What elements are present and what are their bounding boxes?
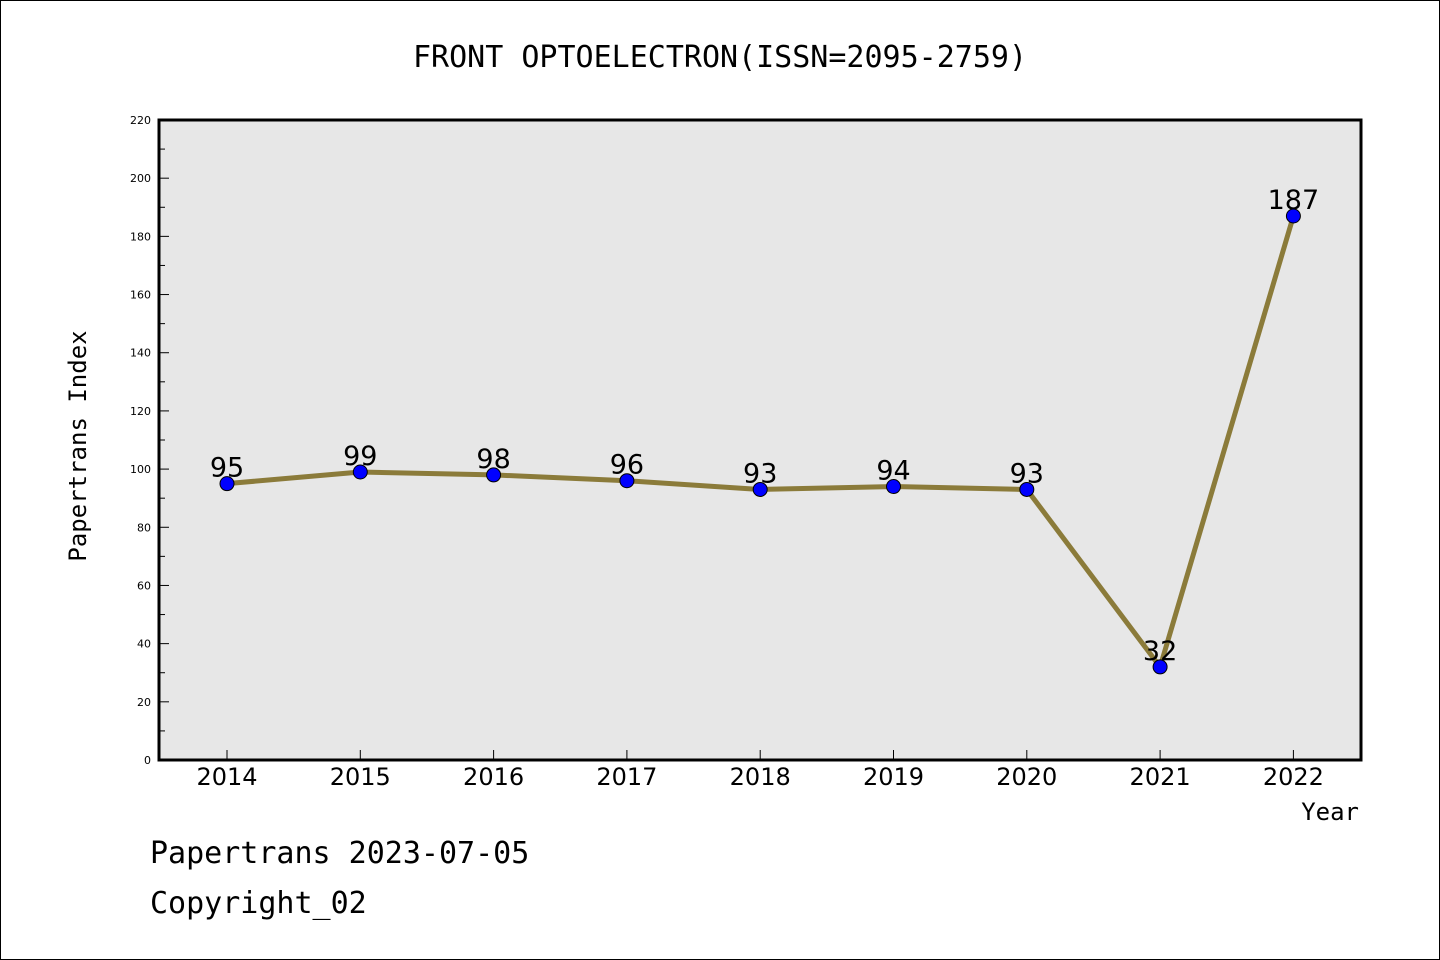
x-axis-label: Year: [1301, 798, 1359, 826]
footer-copyright: Copyright_02: [150, 886, 367, 921]
x-tick-label: 2017: [596, 763, 657, 791]
data-point: [219, 476, 235, 492]
data-point: [1285, 208, 1301, 224]
data-point: [619, 473, 635, 489]
x-tick-label: 2018: [730, 763, 791, 791]
y-tick-label: 0: [144, 754, 151, 767]
data-point: [486, 467, 502, 483]
data-point: [1019, 481, 1035, 497]
plot-area: [157, 118, 1363, 762]
y-tick-label: 140: [130, 347, 151, 360]
y-tick-label: 180: [130, 230, 151, 243]
x-tick-label: 2015: [330, 763, 391, 791]
data-point: [886, 479, 901, 495]
x-tick-label: 2021: [1130, 763, 1191, 791]
y-tick-label: 120: [130, 405, 151, 418]
y-tick-label: 60: [137, 579, 151, 592]
x-tick-label: 2020: [996, 763, 1057, 791]
x-tick-label: 2014: [196, 763, 257, 791]
x-tick-label: 2022: [1263, 763, 1324, 791]
y-axis-label: Papertrans Index: [64, 330, 92, 561]
data-point: [752, 481, 768, 497]
y-tick-label: 80: [137, 521, 151, 534]
y-tick-label: 220: [130, 114, 151, 127]
y-tick-label: 100: [130, 463, 151, 476]
data-point: [352, 464, 368, 480]
x-tick-label: 2019: [863, 763, 924, 791]
data-point: [1152, 659, 1168, 675]
chart-title: FRONT OPTOELECTRON(ISSN=2095-2759): [413, 40, 1027, 75]
y-axis: 0 20 40 60 80 100 120 140 160 180 200 220: [130, 114, 169, 767]
y-tick-label: 20: [137, 696, 151, 709]
x-axis: 2014 2015 2016 2017 2018 2019 2020 2021 2022: [196, 750, 1324, 791]
y-tick-label: 40: [137, 638, 151, 651]
y-tick-label: 160: [130, 289, 151, 302]
y-tick-label: 200: [130, 172, 151, 185]
x-tick-label: 2016: [463, 763, 524, 791]
footer-source: Papertrans 2023-07-05: [150, 836, 530, 871]
